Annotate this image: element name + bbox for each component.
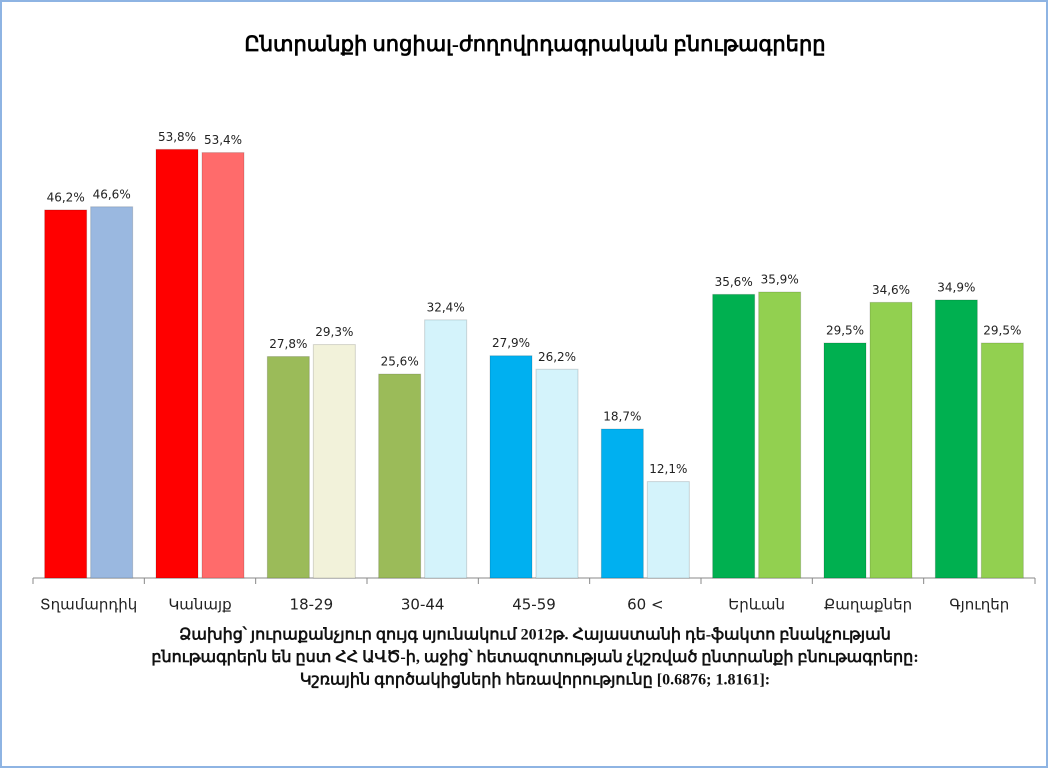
value-label: 46,2% bbox=[47, 190, 85, 204]
value-label: 35,9% bbox=[761, 272, 799, 286]
bar bbox=[90, 206, 134, 579]
value-label: 29,5% bbox=[826, 323, 864, 337]
value-label: 53,4% bbox=[204, 133, 242, 147]
value-label: 27,9% bbox=[492, 336, 530, 350]
x-tick-label: 18-29 bbox=[290, 596, 334, 614]
value-label: 27,8% bbox=[269, 337, 307, 351]
value-label: 26,2% bbox=[538, 350, 576, 364]
bar bbox=[823, 342, 867, 579]
x-tick-label: Կանայք bbox=[168, 596, 231, 614]
bar bbox=[980, 342, 1024, 579]
caption: Կշռային գործակիցների հեռավորությունը [0.… bbox=[300, 672, 770, 689]
bar bbox=[758, 291, 802, 579]
bar bbox=[489, 355, 533, 579]
value-label: 25,6% bbox=[381, 355, 419, 369]
x-tick-label: Տղամարդիկ bbox=[40, 596, 137, 614]
bar bbox=[266, 356, 310, 579]
value-label: 32,4% bbox=[427, 300, 465, 314]
value-label: 46,6% bbox=[93, 187, 131, 201]
value-label: 29,3% bbox=[315, 325, 353, 339]
bar bbox=[600, 428, 644, 579]
chart-title: Ընտրանքի սոցիալ-ժողովրդագրական բնութագրե… bbox=[244, 32, 825, 56]
x-tick-label: 30-44 bbox=[401, 596, 445, 614]
bar bbox=[535, 368, 579, 579]
value-label: 12,1% bbox=[649, 462, 687, 476]
value-label: 29,5% bbox=[983, 323, 1021, 337]
value-label: 34,9% bbox=[937, 280, 975, 294]
x-tick-label: Գյուղեր bbox=[949, 596, 1009, 614]
caption: բնութագրերն են ըստ ՀՀ ԱՎԾ-ի, աջից՝ հետազ… bbox=[151, 648, 918, 666]
bar bbox=[201, 152, 245, 579]
value-label: 34,6% bbox=[872, 283, 910, 297]
value-label: 53,8% bbox=[158, 130, 196, 144]
value-label: 35,6% bbox=[715, 275, 753, 289]
bar bbox=[378, 373, 422, 579]
bar bbox=[44, 209, 88, 579]
x-tick-label: Երևան bbox=[728, 596, 785, 614]
bar bbox=[869, 301, 913, 579]
x-tick-label: 60 < bbox=[627, 596, 663, 614]
x-tick-label: 45-59 bbox=[512, 596, 556, 614]
bar bbox=[312, 344, 356, 579]
x-tick-label: Քաղաքներ bbox=[824, 596, 912, 614]
bar bbox=[155, 148, 199, 579]
bar bbox=[646, 481, 690, 579]
bar bbox=[712, 293, 756, 579]
bar bbox=[424, 319, 468, 579]
value-label: 18,7% bbox=[603, 410, 641, 424]
bar bbox=[934, 299, 978, 579]
caption: Ձախից՝ յուրաքանչյուր զույգ սյունակում 20… bbox=[179, 626, 891, 644]
